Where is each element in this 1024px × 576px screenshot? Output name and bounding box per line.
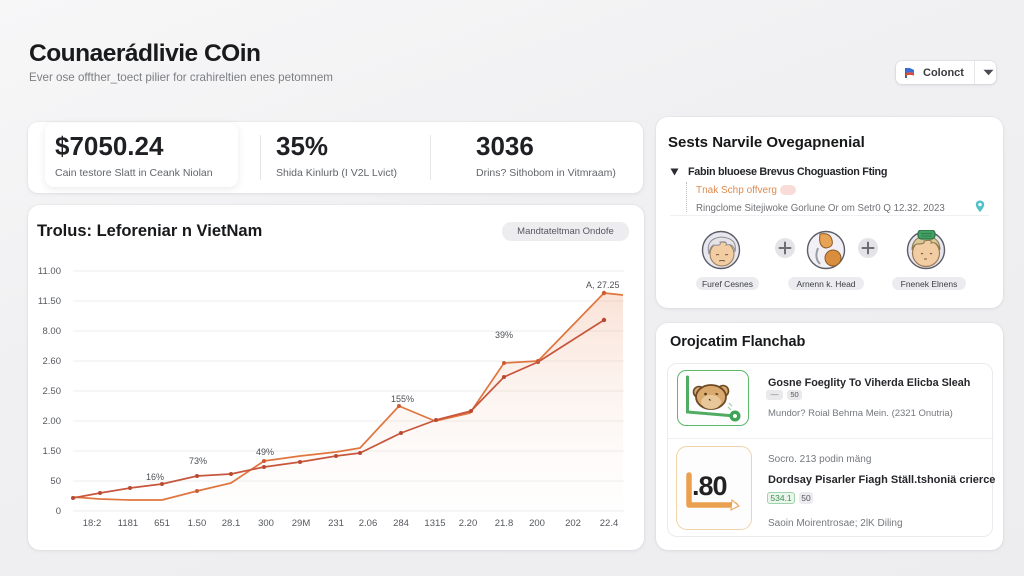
svg-text:8.00: 8.00 xyxy=(43,326,62,337)
svg-text:2.20: 2.20 xyxy=(459,518,478,529)
svg-text:0: 0 xyxy=(56,506,61,517)
svg-text:18:2: 18:2 xyxy=(83,518,102,529)
svg-text:22.4: 22.4 xyxy=(600,518,619,529)
svg-text:29M: 29M xyxy=(292,518,311,529)
svg-text:651: 651 xyxy=(154,518,170,529)
svg-text:50: 50 xyxy=(50,476,61,487)
svg-text:11.00: 11.00 xyxy=(38,266,61,277)
svg-text:49%: 49% xyxy=(256,447,274,457)
svg-text:11.50: 11.50 xyxy=(38,296,61,307)
svg-text:155%: 155% xyxy=(391,394,414,404)
svg-text:1181: 1181 xyxy=(118,518,138,529)
svg-text:300: 300 xyxy=(258,518,274,529)
svg-text:200: 200 xyxy=(529,518,545,529)
svg-text:2.06: 2.06 xyxy=(359,518,378,529)
svg-text:1.50: 1.50 xyxy=(43,446,62,457)
svg-text:28.1: 28.1 xyxy=(222,518,241,529)
svg-text:73%: 73% xyxy=(189,456,207,466)
svg-text:2.50: 2.50 xyxy=(43,386,62,397)
svg-text:231: 231 xyxy=(328,518,344,529)
svg-text:21.8: 21.8 xyxy=(495,518,514,529)
svg-text:39%: 39% xyxy=(495,330,513,340)
svg-text:1315: 1315 xyxy=(424,518,445,529)
svg-text:1.50: 1.50 xyxy=(188,518,207,529)
svg-text:.80: .80 xyxy=(692,471,727,501)
svg-text:2.00: 2.00 xyxy=(43,416,62,427)
svg-text:2.60: 2.60 xyxy=(43,356,62,367)
svg-text:16%: 16% xyxy=(146,472,164,482)
svg-text:A, 27.25: A, 27.25 xyxy=(586,280,620,290)
svg-text:202: 202 xyxy=(565,518,581,529)
svg-text:284: 284 xyxy=(393,518,409,529)
